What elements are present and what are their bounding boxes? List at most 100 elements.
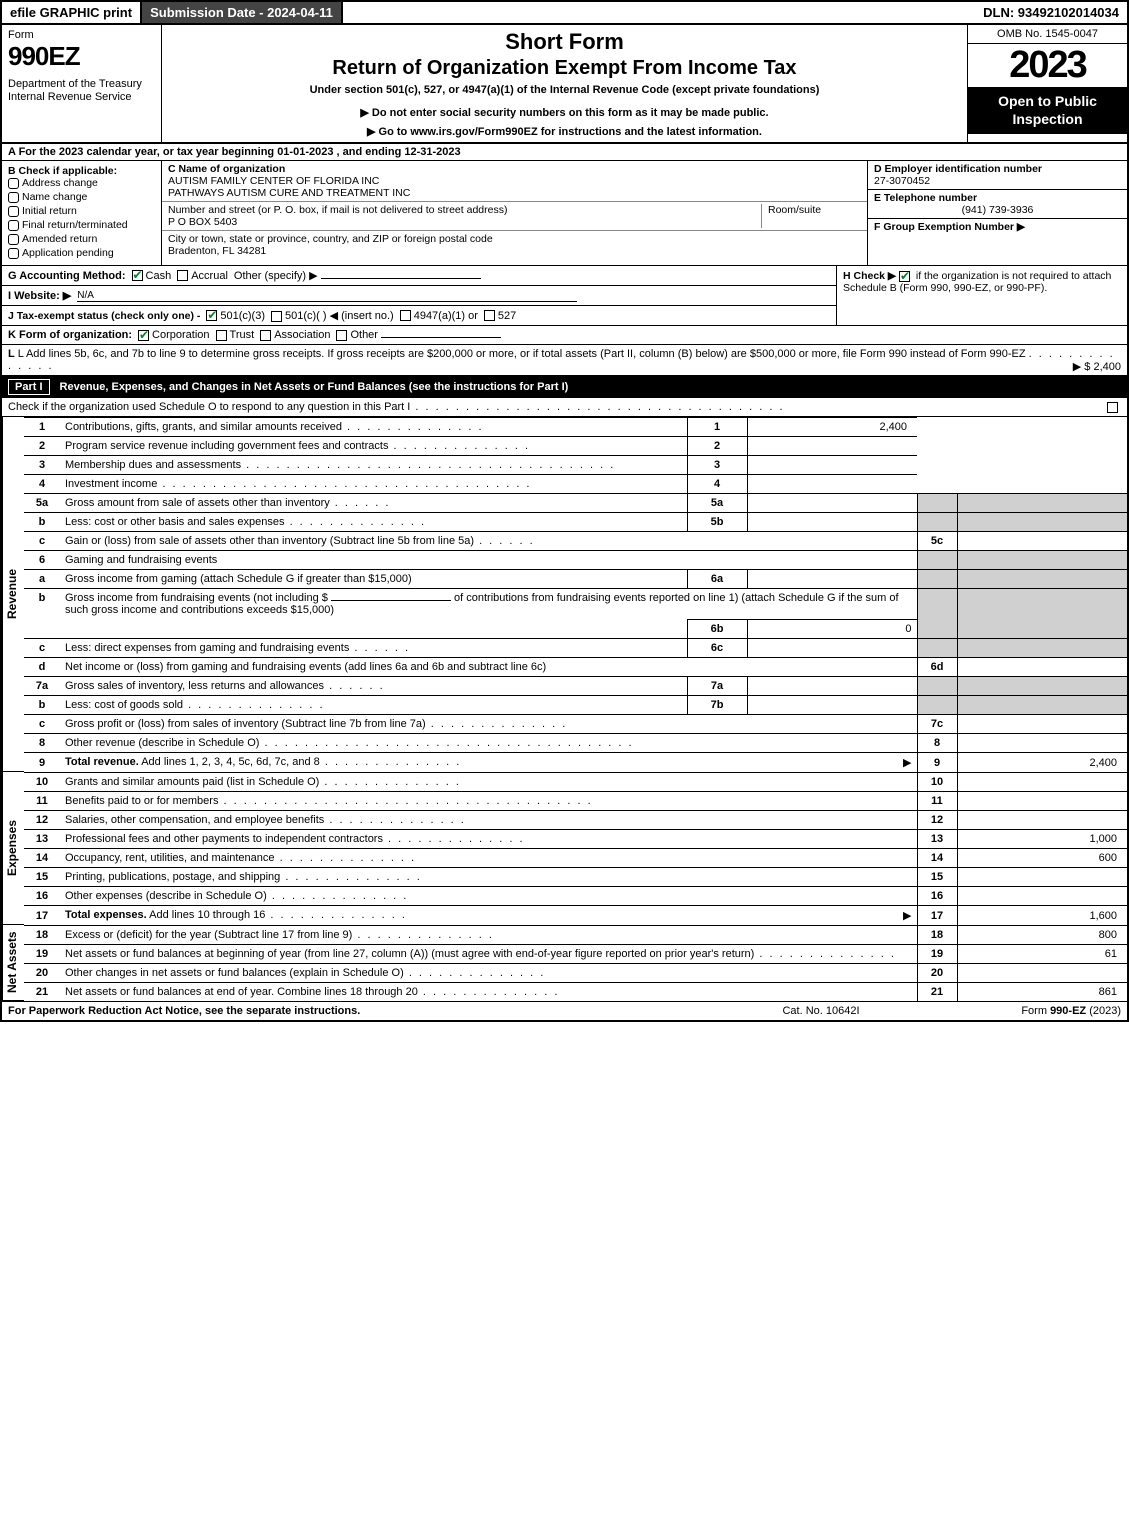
- line-a: A For the 2023 calendar year, or tax yea…: [2, 144, 1127, 161]
- cb-501c[interactable]: 501(c)( ) ◀ (insert no.): [271, 309, 394, 322]
- tel-value: (941) 739-3936: [874, 204, 1121, 216]
- block-bcd: B Check if applicable: Address change Na…: [2, 161, 1127, 266]
- ein-label: D Employer identification number: [874, 163, 1042, 175]
- part-1-label: Part I: [8, 379, 50, 395]
- cb-other-org[interactable]: Other: [336, 329, 501, 341]
- table-row: 15Printing, publications, postage, and s…: [24, 868, 1127, 887]
- group-exemption-label: F Group Exemption Number ▶: [874, 221, 1025, 233]
- cb-4947[interactable]: 4947(a)(1) or: [400, 310, 478, 322]
- department: Department of the Treasury Internal Reve…: [8, 78, 155, 104]
- cb-accrual[interactable]: Accrual: [177, 270, 228, 282]
- table-row: 10Grants and similar amounts paid (list …: [24, 773, 1127, 792]
- amt-line-14: 600: [957, 849, 1127, 868]
- table-row: bGross income from fundraising events (n…: [24, 589, 1127, 620]
- line-l: L L Add lines 5b, 6c, and 7b to line 9 t…: [2, 345, 1127, 376]
- cb-amended-return[interactable]: Amended return: [8, 233, 155, 245]
- header-center: Short Form Return of Organization Exempt…: [162, 25, 967, 142]
- footer-left: For Paperwork Reduction Act Notice, see …: [8, 1005, 721, 1017]
- omb-number: OMB No. 1545-0047: [968, 25, 1127, 44]
- cb-501c3[interactable]: 501(c)(3): [206, 310, 265, 322]
- table-row: 21Net assets or fund balances at end of …: [24, 983, 1127, 1002]
- c-street-label: Number and street (or P. O. box, if mail…: [168, 204, 507, 216]
- subtitle: Under section 501(c), 527, or 4947(a)(1)…: [170, 84, 959, 96]
- dln: DLN: 93492102014034: [975, 2, 1127, 23]
- part-1-header: Part I Revenue, Expenses, and Changes in…: [2, 376, 1127, 398]
- expenses-section: Expenses 10Grants and similar amounts pa…: [2, 772, 1127, 925]
- revenue-table: 1Contributions, gifts, grants, and simil…: [24, 417, 1127, 772]
- form-page: efile GRAPHIC print Submission Date - 20…: [0, 0, 1129, 1022]
- cb-527[interactable]: 527: [484, 310, 516, 322]
- table-row: 7aGross sales of inventory, less returns…: [24, 677, 1127, 696]
- c-name-label: C Name of organization: [168, 163, 285, 175]
- tel-label: E Telephone number: [874, 192, 977, 204]
- table-row: 4Investment income4: [24, 475, 1127, 494]
- cb-association[interactable]: Association: [260, 329, 330, 341]
- table-row: 13Professional fees and other payments t…: [24, 830, 1127, 849]
- table-row: dNet income or (loss) from gaming and fu…: [24, 658, 1127, 677]
- cb-initial-return[interactable]: Initial return: [8, 205, 155, 217]
- line-j-label: J Tax-exempt status (check only one) -: [8, 310, 200, 322]
- cb-schedule-b[interactable]: [899, 271, 910, 282]
- amt-line-13: 1,000: [957, 830, 1127, 849]
- street-address: P O BOX 5403: [168, 216, 237, 228]
- table-row: bLess: cost of goods sold7b: [24, 696, 1127, 715]
- efile-print[interactable]: efile GRAPHIC print: [2, 2, 142, 23]
- table-row: 19Net assets or fund balances at beginni…: [24, 945, 1127, 964]
- city-state-zip: Bradenton, FL 34281: [168, 245, 266, 257]
- cb-name-change[interactable]: Name change: [8, 191, 155, 203]
- table-row: 9Total revenue. Add lines 1, 2, 3, 4, 5c…: [24, 753, 1127, 773]
- part-1-check: Check if the organization used Schedule …: [2, 398, 1127, 417]
- amt-line-18: 800: [957, 926, 1127, 945]
- tax-year: 2023: [968, 44, 1127, 87]
- line-l-amount: ▶ $ 2,400: [1073, 360, 1121, 373]
- cb-corporation[interactable]: Corporation: [138, 329, 209, 341]
- line-h: H Check ▶ if the organization is not req…: [837, 266, 1127, 325]
- table-row: bLess: cost or other basis and sales exp…: [24, 513, 1127, 532]
- cb-schedule-o-part1[interactable]: [1107, 402, 1118, 413]
- table-row: 17Total expenses. Add lines 10 through 1…: [24, 906, 1127, 926]
- line-g-label: G Accounting Method:: [8, 270, 126, 282]
- room-suite-label: Room/suite: [768, 204, 821, 216]
- table-row: 5aGross amount from sale of assets other…: [24, 494, 1127, 513]
- footer-right: Form 990-EZ (2023): [921, 1005, 1121, 1017]
- title-return: Return of Organization Exempt From Incom…: [170, 57, 959, 80]
- table-row: cGain or (loss) from sale of assets othe…: [24, 532, 1127, 551]
- table-row: 12Salaries, other compensation, and empl…: [24, 811, 1127, 830]
- table-row: 20Other changes in net assets or fund ba…: [24, 964, 1127, 983]
- cb-application-pending[interactable]: Application pending: [8, 247, 155, 259]
- table-row: 6Gaming and fundraising events: [24, 551, 1127, 570]
- table-row: 11Benefits paid to or for members11: [24, 792, 1127, 811]
- amt-line-19: 61: [957, 945, 1127, 964]
- netassets-label: Net Assets: [2, 925, 24, 1001]
- line-k-label: K Form of organization:: [8, 329, 132, 341]
- page-footer: For Paperwork Reduction Act Notice, see …: [2, 1001, 1127, 1020]
- form-number: 990EZ: [8, 41, 155, 72]
- cb-final-return[interactable]: Final return/terminated: [8, 219, 155, 231]
- section-c: C Name of organizationAUTISM FAMILY CENT…: [162, 161, 867, 265]
- table-row: cGross profit or (loss) from sales of in…: [24, 715, 1127, 734]
- table-row: 14Occupancy, rent, utilities, and mainte…: [24, 849, 1127, 868]
- line-k: K Form of organization: Corporation Trus…: [2, 326, 1127, 345]
- part-1-title: Revenue, Expenses, and Changes in Net As…: [60, 381, 569, 393]
- header-right: OMB No. 1545-0047 2023 Open to Public In…: [967, 25, 1127, 142]
- cb-cash[interactable]: Cash: [132, 270, 172, 282]
- submission-date: Submission Date - 2024-04-11: [142, 2, 343, 23]
- cb-address-change[interactable]: Address change: [8, 177, 155, 189]
- netassets-section: Net Assets 18Excess or (deficit) for the…: [2, 925, 1127, 1001]
- table-row: 16Other expenses (describe in Schedule O…: [24, 887, 1127, 906]
- title-short-form: Short Form: [170, 29, 959, 55]
- block-gh: G Accounting Method: Cash Accrual Other …: [2, 266, 1127, 326]
- note-goto: ▶ Go to www.irs.gov/Form990EZ for instru…: [170, 125, 959, 138]
- table-row: 8Other revenue (describe in Schedule O)8: [24, 734, 1127, 753]
- header-left: Form 990EZ Department of the Treasury In…: [2, 25, 162, 142]
- cb-trust[interactable]: Trust: [216, 329, 255, 341]
- expenses-table: 10Grants and similar amounts paid (list …: [24, 772, 1127, 925]
- ein-value: 27-3070452: [874, 175, 930, 187]
- form-word: Form: [8, 29, 155, 41]
- section-b: B Check if applicable: Address change Na…: [2, 161, 162, 265]
- open-to-public: Open to Public Inspection: [968, 87, 1127, 134]
- org-name: AUTISM FAMILY CENTER OF FLORIDA INC PATH…: [168, 175, 410, 199]
- cb-other-method[interactable]: Other (specify) ▶: [234, 269, 481, 282]
- amt-line-1: 2,400: [747, 418, 917, 437]
- form-header: Form 990EZ Department of the Treasury In…: [2, 25, 1127, 144]
